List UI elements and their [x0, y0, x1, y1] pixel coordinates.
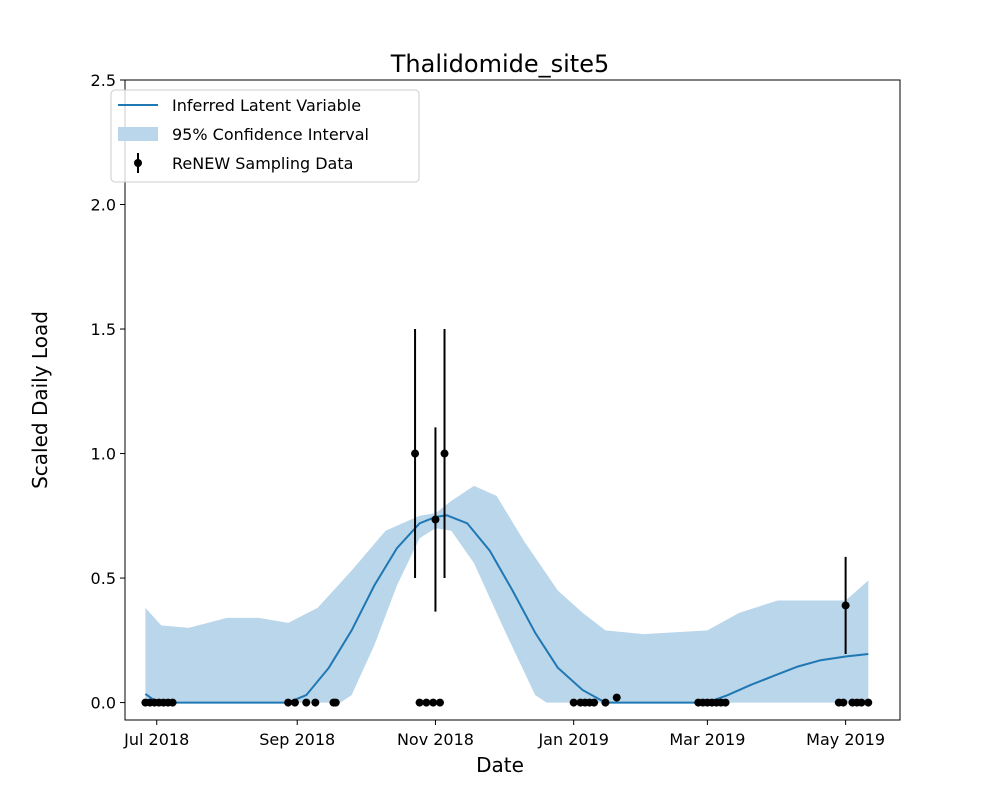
- sample-point: [168, 698, 177, 707]
- sample-point: [601, 698, 610, 707]
- sample-point: [429, 698, 438, 707]
- y-tick-label: 0.0: [91, 694, 116, 713]
- sample-point: [569, 698, 578, 707]
- sample-point: [435, 698, 444, 707]
- plot-frame: [124, 79, 901, 721]
- x-tick-label: Nov 2018: [397, 730, 474, 749]
- sample-point: [721, 698, 730, 707]
- sample-point: [864, 698, 873, 707]
- sample-point: [841, 601, 850, 610]
- y-tick-label: 1.0: [91, 445, 116, 464]
- sample-point: [290, 698, 299, 707]
- sample-point: [440, 449, 449, 458]
- legend: Inferred Latent Variable 95% Confidence …: [110, 89, 420, 183]
- legend-box: [110, 89, 420, 183]
- y-tick-label: 1.5: [91, 320, 116, 339]
- plot-area: [141, 329, 873, 707]
- sample-point: [590, 698, 599, 707]
- sample-point: [311, 698, 320, 707]
- legend-line-label: Inferred Latent Variable: [172, 96, 361, 115]
- y-axis-label: Scaled Daily Load: [28, 311, 52, 489]
- x-tick-label: Jan 2019: [537, 730, 608, 749]
- y-tick-label: 2.5: [91, 71, 116, 90]
- sample-point: [857, 698, 866, 707]
- x-axis-label: Date: [476, 753, 524, 777]
- legend-band-swatch: [118, 127, 158, 141]
- sample-point: [331, 698, 340, 707]
- sample-point: [284, 698, 293, 707]
- x-tick-label: Sep 2018: [259, 730, 335, 749]
- sample-point: [411, 449, 420, 458]
- y-axis-ticks: 0.0 0.5 1.0 1.5 2.0 2.5: [91, 71, 125, 713]
- confidence-band: [145, 485, 869, 703]
- y-tick-label: 2.0: [91, 196, 116, 215]
- sample-point: [431, 515, 440, 524]
- sample-point: [612, 693, 621, 702]
- chart-title: Thalidomide_site5: [390, 50, 610, 78]
- y-tick-label: 0.5: [91, 569, 116, 588]
- legend-points-label: ReNEW Sampling Data: [172, 154, 353, 173]
- sample-point: [302, 698, 311, 707]
- sampling-data: [141, 329, 873, 707]
- sample-point: [422, 698, 431, 707]
- latent-variable-line: [144, 514, 869, 704]
- x-tick-label: Jul 2018: [123, 730, 189, 749]
- legend-point-swatch: [134, 159, 142, 167]
- sample-point: [415, 698, 424, 707]
- legend-band-label: 95% Confidence Interval: [172, 125, 369, 144]
- x-tick-label: May 2019: [806, 730, 885, 749]
- sample-point: [839, 698, 848, 707]
- x-axis-ticks: Jul 2018 Sep 2018 Nov 2018 Jan 2019 Mar 2019…: [123, 720, 885, 749]
- x-tick-label: Mar 2019: [669, 730, 745, 749]
